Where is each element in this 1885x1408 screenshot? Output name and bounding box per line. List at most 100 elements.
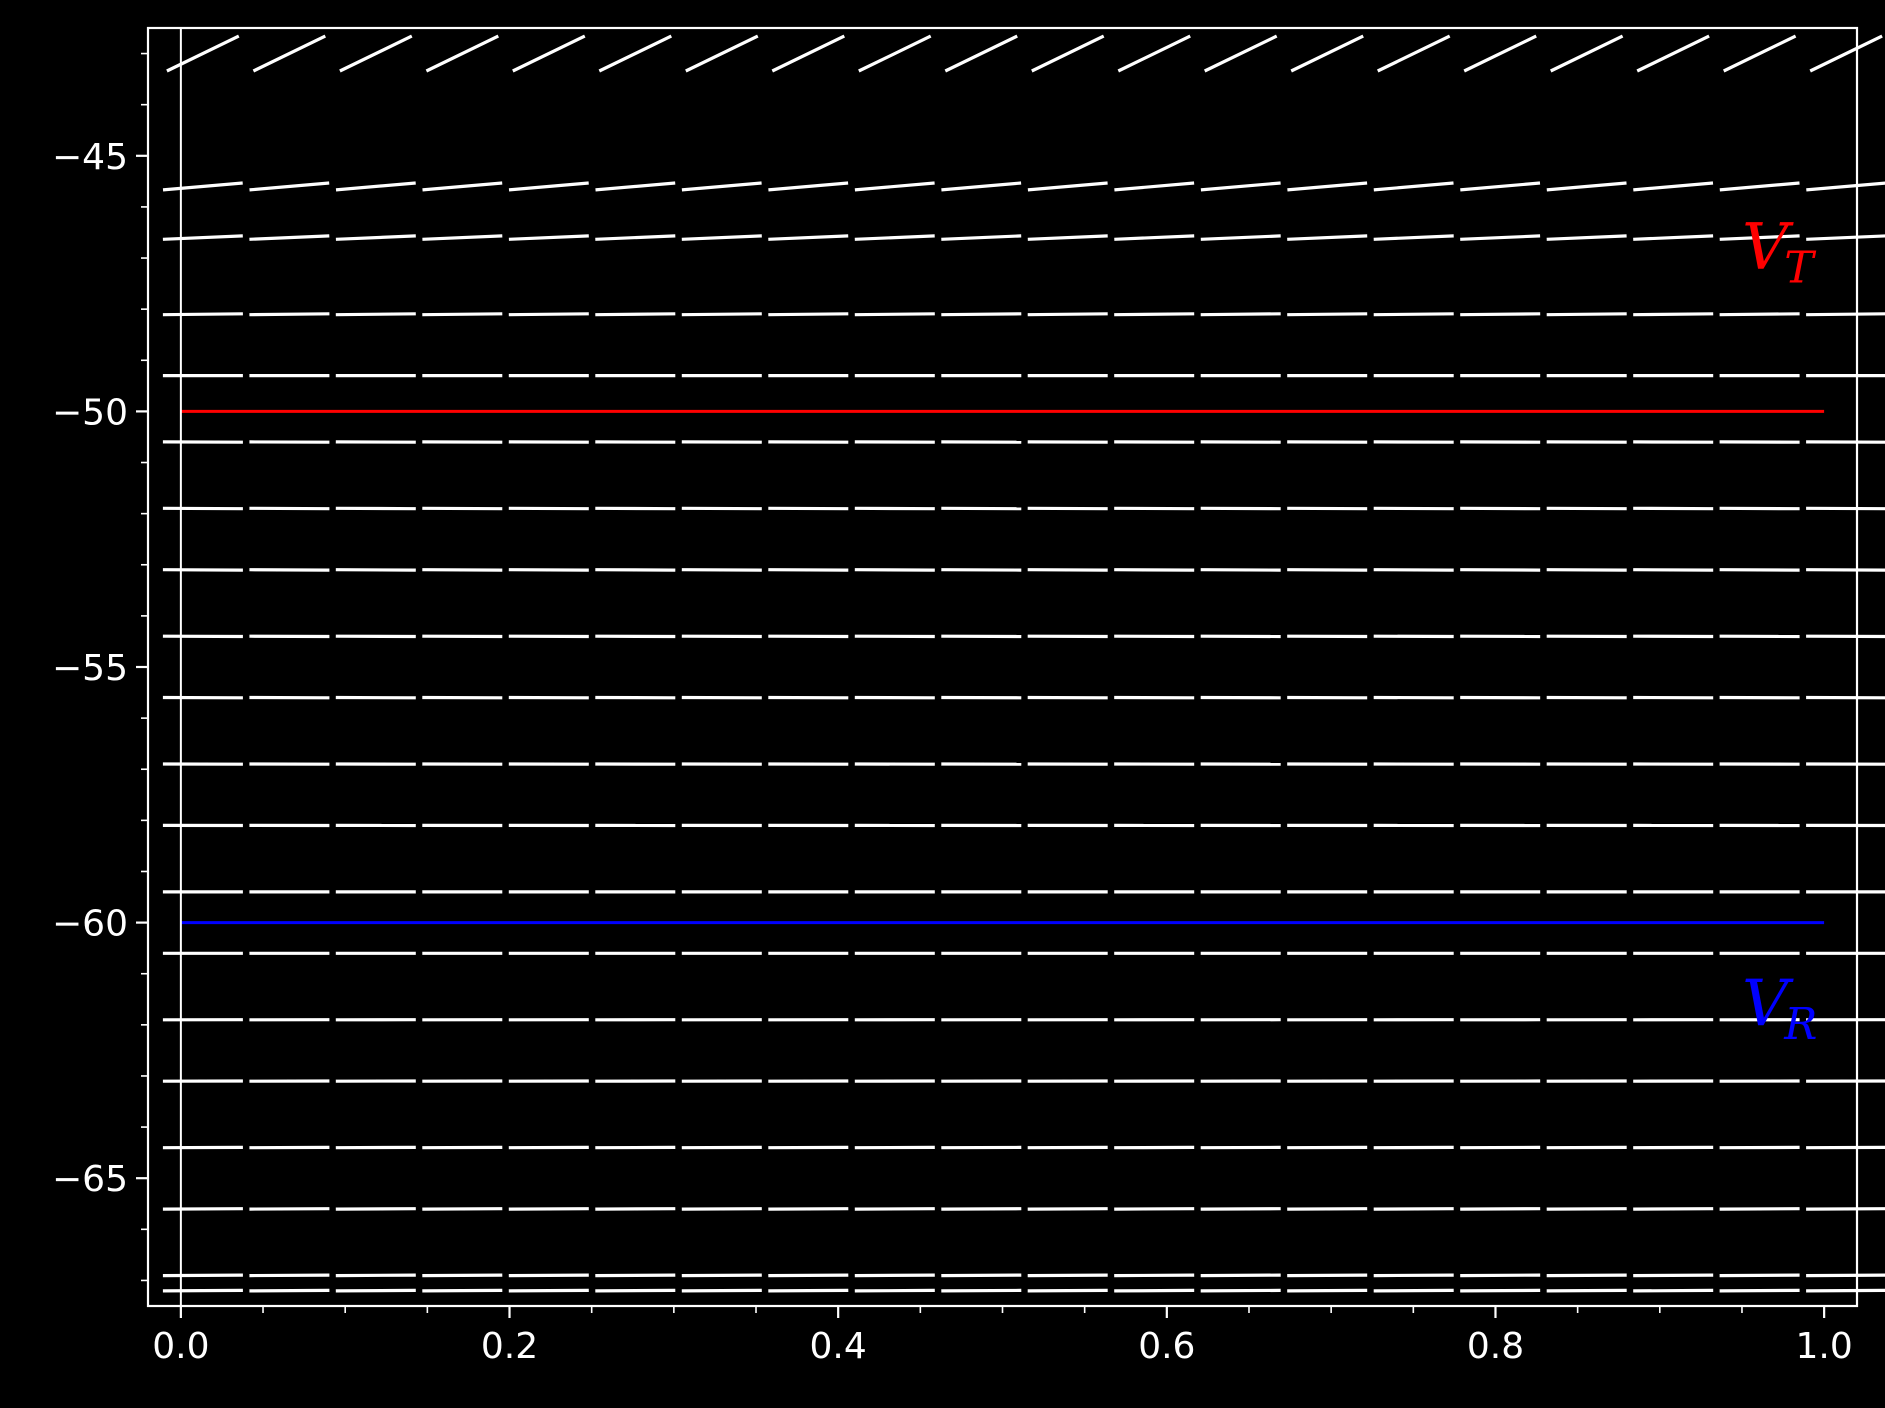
slope-segment (1027, 234, 1108, 241)
slope-segment (1204, 34, 1278, 73)
slope-segment (771, 34, 845, 73)
slope-segment (422, 1288, 503, 1293)
slope-segment (1373, 234, 1454, 241)
slope-segment (1114, 1288, 1195, 1293)
slope-segment (1287, 1288, 1368, 1293)
slope-segment (162, 234, 243, 241)
slope-segment (1287, 234, 1368, 241)
slope-segment (1200, 1288, 1281, 1293)
slope-segment (854, 234, 935, 241)
slope-segment (1719, 1288, 1800, 1293)
slope-segment (768, 234, 849, 241)
slope-segment (1546, 234, 1627, 241)
slope-segment (598, 34, 672, 73)
slope-segment (1373, 181, 1454, 192)
slope-segment (1633, 312, 1714, 317)
slope-segment (335, 312, 416, 317)
slope-segment (1719, 234, 1800, 241)
x-tick-label: 0.2 (481, 1326, 538, 1367)
slope-segment (508, 234, 589, 241)
slope-segment (854, 1273, 935, 1278)
x-tick-label: 0.8 (1467, 1326, 1524, 1367)
slope-segment (1114, 1273, 1195, 1278)
slope-segment (941, 1273, 1022, 1278)
slope-segment (508, 312, 589, 317)
slope-segment (162, 312, 243, 317)
slope-segment (422, 312, 503, 317)
slope-segment (1806, 1288, 1885, 1293)
slope-segment (681, 312, 762, 317)
slope-segment (1114, 181, 1195, 192)
slope-segment (1550, 34, 1624, 73)
slope-segment (1633, 1273, 1714, 1278)
slope-segment (1200, 181, 1281, 192)
slope-segment (508, 181, 589, 192)
x-tick-label: 0.6 (1138, 1326, 1195, 1367)
slope-segment (681, 1288, 762, 1293)
y-tick-label: −55 (52, 648, 128, 689)
slope-segment (1287, 312, 1368, 317)
y-tick-label: −65 (52, 1159, 128, 1200)
slope-segment (1723, 34, 1797, 73)
axes: 0.0 0.2 0.4 0.6 0.8 1.0 −45 −50 −55 −60 −65 (52, 26, 1859, 1367)
slope-segment (941, 181, 1022, 192)
slope-segment (1460, 1273, 1541, 1278)
slope-segment (335, 234, 416, 241)
slope-segment (1117, 34, 1191, 73)
series-lines (180, 409, 1825, 925)
slope-segment (162, 181, 243, 192)
slope-segment (335, 181, 416, 192)
slope-segment (425, 34, 499, 73)
slope-segment (335, 1273, 416, 1278)
slope-segment (1546, 1288, 1627, 1293)
slope-segment (854, 181, 935, 192)
slope-segment (1031, 34, 1105, 73)
y-tick-label: −50 (52, 392, 128, 433)
slope-segment (166, 34, 240, 73)
y-tick-label: −45 (52, 137, 128, 178)
slope-segment (1027, 181, 1108, 192)
slope-segment (1460, 181, 1541, 192)
slope-segment (858, 34, 932, 73)
slope-segment (595, 1273, 676, 1278)
slope-segment (512, 34, 586, 73)
slope-segment (1633, 181, 1714, 192)
series-label-subscript: R (1783, 999, 1817, 1050)
slope-segment (1114, 312, 1195, 317)
slope-segment (1806, 234, 1885, 241)
slope-segment (339, 34, 413, 73)
slope-segment (1027, 312, 1108, 317)
slope-segment (1636, 34, 1710, 73)
slope-segment (1373, 312, 1454, 317)
slope-segment (249, 1288, 330, 1293)
slope-segment (1460, 234, 1541, 241)
slope-segment (941, 1288, 1022, 1293)
slope-segment (162, 1288, 243, 1293)
slope-segment (249, 234, 330, 241)
slope-segment (1633, 1288, 1714, 1293)
slope-segment (681, 234, 762, 241)
slope-segment (1546, 181, 1627, 192)
slope-segment (1290, 34, 1364, 73)
slope-segment (681, 1273, 762, 1278)
x-tick-label: 0.4 (810, 1326, 867, 1367)
slope-segment (1200, 234, 1281, 241)
slope-segment (1200, 1273, 1281, 1278)
slope-segment (768, 312, 849, 317)
slope-segment (422, 181, 503, 192)
slope-segment (1719, 312, 1800, 317)
slope-segment (768, 1273, 849, 1278)
slope-segment (595, 234, 676, 241)
slope-segment (1027, 1288, 1108, 1293)
slope-segment (595, 1288, 676, 1293)
slope-segment (941, 234, 1022, 241)
slope-segment (595, 312, 676, 317)
slope-segment (768, 1288, 849, 1293)
slope-segment (1546, 1273, 1627, 1278)
slope-segment (252, 34, 326, 73)
slope-segment (854, 1288, 935, 1293)
series-label-subscript: T (1784, 242, 1817, 293)
slope-segment (1373, 1288, 1454, 1293)
slope-segment (422, 234, 503, 241)
